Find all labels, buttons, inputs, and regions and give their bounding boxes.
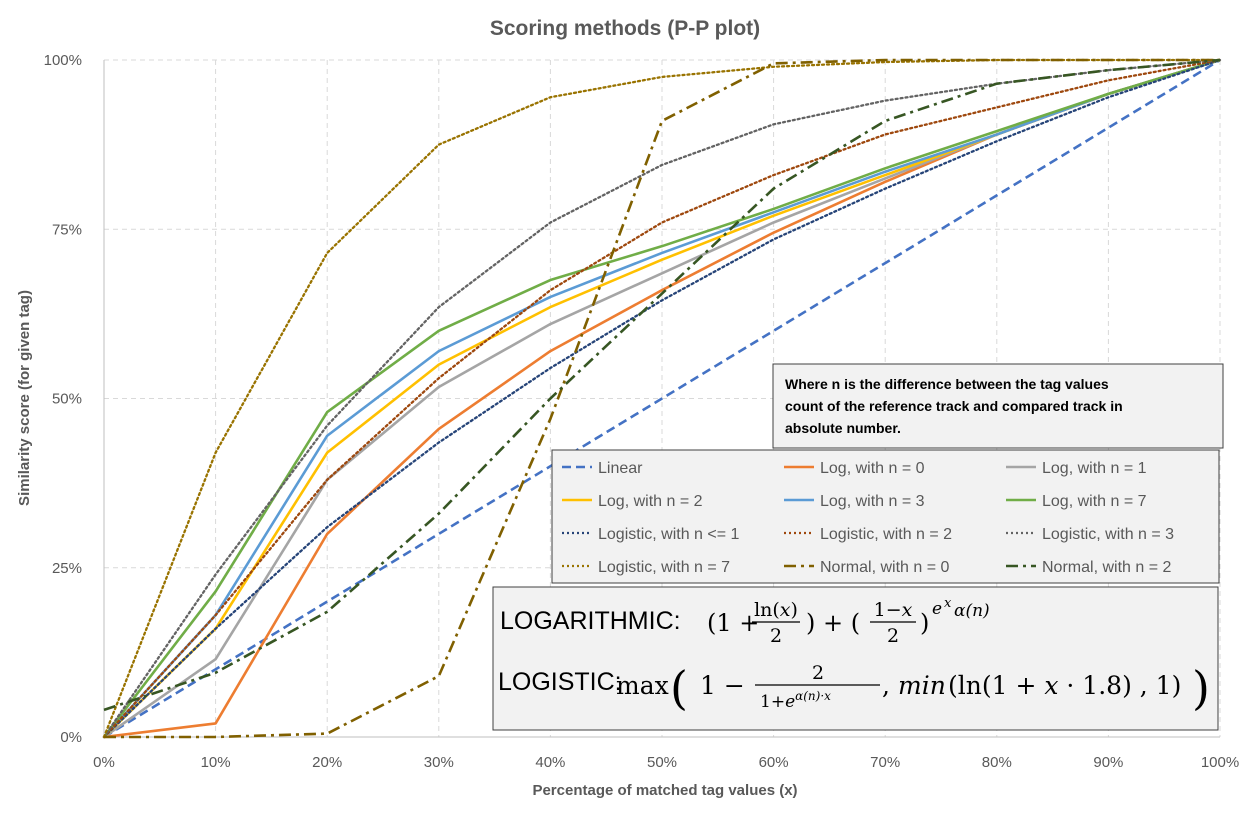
svg-text:,: , — [882, 671, 890, 700]
y-tick-label: 100% — [44, 52, 82, 69]
svg-text:(1 +: (1 + — [707, 609, 759, 637]
logarithmic-label: LOGARITHMIC: — [500, 607, 681, 635]
note-line-2: count of the reference track and compare… — [785, 398, 1123, 414]
series-layer — [102, 58, 1222, 739]
x-tick-label: 0% — [93, 754, 115, 771]
x-tick-label: 50% — [647, 754, 677, 771]
note-box-frame — [772, 363, 1224, 449]
legend-label: Linear — [598, 460, 643, 477]
legend-label: Log, with n = 2 — [598, 493, 703, 510]
formula-box-frame — [492, 586, 1219, 731]
legend: Linear Log, with n = 0 Log, with n = 1 Log,… — [551, 449, 1220, 584]
x-tick-label: 30% — [424, 754, 454, 771]
svg-text:1−x: 1−x — [874, 599, 913, 621]
svg-text:) + (: ) + ( — [806, 609, 860, 637]
y-tick-label: 0% — [60, 729, 82, 746]
x-tick-label: 60% — [759, 754, 789, 771]
series-line — [102, 58, 1222, 739]
y-tick-label: 50% — [52, 391, 82, 408]
legend-label: Log, with n = 3 — [820, 493, 925, 510]
svg-text:x: x — [944, 596, 952, 611]
series-line — [103, 58, 1221, 739]
svg-text:1 −: 1 − — [700, 671, 745, 700]
legend-label: Logistic, with n = 2 — [820, 526, 952, 543]
svg-text:2: 2 — [887, 625, 899, 647]
y-tick-label: 25% — [52, 560, 82, 577]
legend-label: Logistic, with n = 3 — [1042, 526, 1174, 543]
x-tick-label: 100% — [1201, 754, 1239, 771]
axes: 0% 10% 20% 30% 40% 50% 60% 70% 80% 90% 100% 0% 25% 50… — [44, 52, 1240, 771]
logistic-formula: max ( 1 − 2 1+eα(n)·x , min (ln(1 + x · … — [616, 661, 1210, 715]
legend-label: Normal, with n = 2 — [1042, 559, 1171, 576]
x-tick-label: 80% — [982, 754, 1012, 771]
svg-text:max: max — [616, 671, 669, 700]
svg-text:α(n): α(n) — [954, 601, 990, 621]
series-line — [103, 58, 1221, 738]
chart-title: Scoring methods (P-P plot) — [490, 17, 760, 40]
x-tick-label: 20% — [312, 754, 342, 771]
svg-text:(: ( — [670, 661, 688, 715]
formula-box: LOGARITHMIC: (1 + ln(x) 2 ) + ( 1−x 2 ) … — [492, 586, 1219, 731]
note-line-3: absolute number. — [785, 420, 901, 436]
note-box: Where n is the difference between the ta… — [772, 363, 1224, 449]
logistic-label: LOGISTIC: — [498, 668, 622, 696]
svg-text:): ) — [920, 609, 929, 637]
series-line — [103, 58, 1221, 712]
x-axis-title: Percentage of matched tag values (x) — [532, 782, 797, 799]
legend-frame — [551, 449, 1220, 584]
svg-text:e: e — [932, 599, 942, 619]
y-axis-title: Similarity score (for given tag) — [16, 290, 33, 506]
svg-text:): ) — [1192, 661, 1210, 715]
x-tick-label: 70% — [870, 754, 900, 771]
legend-label: Log, with n = 1 — [1042, 460, 1147, 477]
series-line — [102, 58, 1222, 739]
y-tick-label: 75% — [52, 221, 82, 238]
series-line — [104, 58, 1220, 739]
x-tick-label: 40% — [535, 754, 565, 771]
legend-label: Log, with n = 7 — [1042, 493, 1147, 510]
svg-text:ln(x): ln(x) — [754, 599, 798, 621]
series-line — [102, 58, 1221, 738]
series-line — [102, 58, 1222, 739]
legend-label: Log, with n = 0 — [820, 460, 925, 477]
legend-label: Normal, with n = 0 — [820, 559, 949, 576]
svg-text:2: 2 — [770, 625, 782, 647]
logarithmic-formula: (1 + ln(x) 2 ) + ( 1−x 2 ) e x α(n) — [707, 596, 990, 647]
svg-text:min: min — [898, 671, 946, 700]
x-tick-label: 10% — [201, 754, 231, 771]
note-line-1: Where n is the difference between the ta… — [785, 376, 1109, 392]
legend-label: Logistic, with n = 7 — [598, 559, 730, 576]
svg-text:2: 2 — [812, 662, 824, 684]
legend-label: Logistic, with n <= 1 — [598, 526, 740, 543]
x-tick-label: 90% — [1093, 754, 1123, 771]
svg-text:(ln(1 + x · 1.8) , 1): (ln(1 + x · 1.8) , 1) — [948, 671, 1181, 700]
